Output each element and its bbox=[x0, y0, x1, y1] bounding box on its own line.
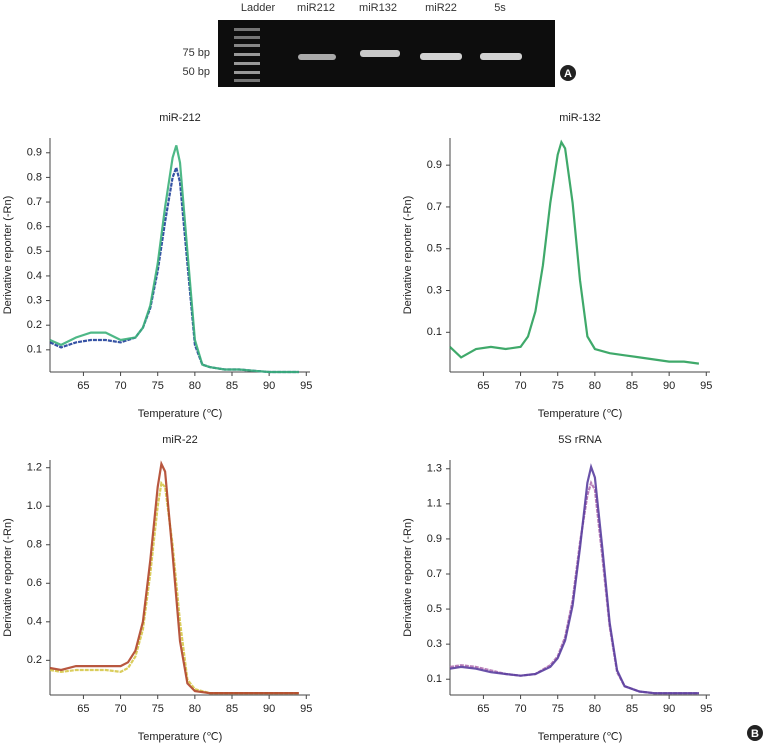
x-tick-label: 65 bbox=[77, 703, 89, 715]
melt-curve bbox=[49, 145, 299, 374]
y-axis-title: Derivative reporter (-Rn) bbox=[2, 196, 14, 315]
y-tick-label: 0.2 bbox=[27, 654, 42, 666]
x-tick-label: 65 bbox=[77, 380, 89, 392]
x-tick-label: 75 bbox=[152, 380, 164, 392]
x-tick-label: 95 bbox=[700, 380, 712, 392]
x-tick-label: 90 bbox=[263, 703, 275, 715]
y-tick-label: 0.8 bbox=[27, 171, 42, 183]
y-tick-label: 0.7 bbox=[427, 201, 442, 213]
x-tick-label: 95 bbox=[700, 703, 712, 715]
marker-label: 75 bp bbox=[182, 47, 210, 59]
x-tick-label: 75 bbox=[552, 380, 564, 392]
x-tick-label: 65 bbox=[477, 380, 489, 392]
x-axis-title: Temperature (℃) bbox=[138, 731, 223, 743]
x-tick-label: 70 bbox=[114, 703, 126, 715]
y-tick-label: 0.5 bbox=[27, 245, 42, 257]
x-tick-label: 70 bbox=[114, 380, 126, 392]
melt-curve bbox=[449, 463, 699, 695]
y-axis-title: Derivative reporter (-Rn) bbox=[402, 196, 414, 315]
marker-label: 50 bp bbox=[182, 66, 210, 78]
y-tick-label: 0.6 bbox=[27, 221, 42, 233]
x-tick-label: 95 bbox=[300, 380, 312, 392]
y-tick-label: 0.9 bbox=[427, 533, 442, 545]
lane-label: 5s bbox=[494, 2, 506, 14]
x-tick-label: 65 bbox=[477, 703, 489, 715]
y-tick-label: 0.7 bbox=[27, 196, 42, 208]
x-tick-label: 95 bbox=[300, 703, 312, 715]
x-tick-label: 70 bbox=[514, 703, 526, 715]
panel-label: A bbox=[564, 68, 572, 80]
x-axis-title: Temperature (℃) bbox=[538, 731, 623, 743]
lane-label: miR132 bbox=[359, 2, 397, 14]
y-tick-label: 0.7 bbox=[427, 568, 442, 580]
x-axis-title: Temperature (℃) bbox=[138, 408, 223, 420]
y-tick-label: 0.8 bbox=[27, 539, 42, 551]
melt-curve bbox=[449, 139, 700, 365]
y-tick-label: 1.0 bbox=[27, 500, 42, 512]
melt-curve bbox=[49, 163, 299, 374]
panel-label: B bbox=[751, 728, 759, 740]
x-tick-label: 85 bbox=[626, 380, 638, 392]
panel-badge bbox=[560, 65, 576, 81]
y-tick-label: 0.5 bbox=[427, 243, 442, 255]
gel-panel: Ladder miR212 miR132 miR22 5s 75 bp 50 b… bbox=[182, 2, 576, 87]
y-tick-label: 0.6 bbox=[27, 577, 42, 589]
panel-badge bbox=[747, 725, 763, 741]
sample-bands bbox=[298, 50, 522, 60]
y-tick-label: 1.1 bbox=[427, 498, 442, 510]
y-tick-label: 0.3 bbox=[427, 638, 442, 650]
y-tick-label: 0.3 bbox=[427, 284, 442, 296]
y-tick-label: 0.9 bbox=[27, 147, 42, 159]
y-tick-label: 0.3 bbox=[27, 294, 42, 306]
chart-title: miR-212 bbox=[159, 112, 201, 124]
lane-label: miR212 bbox=[297, 2, 335, 14]
x-tick-label: 75 bbox=[152, 703, 164, 715]
y-tick-label: 0.1 bbox=[427, 326, 442, 338]
chart-title: miR-132 bbox=[559, 112, 601, 124]
y-tick-label: 0.5 bbox=[427, 603, 442, 615]
x-tick-label: 85 bbox=[226, 380, 238, 392]
x-tick-label: 80 bbox=[189, 380, 201, 392]
x-tick-label: 90 bbox=[663, 380, 675, 392]
y-axis-title: Derivative reporter (-Rn) bbox=[2, 518, 14, 637]
y-tick-label: 0.4 bbox=[27, 270, 42, 282]
y-tick-label: 1.3 bbox=[427, 463, 442, 475]
x-axis-title: Temperature (℃) bbox=[538, 408, 623, 420]
y-axis-title: Derivative reporter (-Rn) bbox=[402, 518, 414, 637]
x-tick-label: 90 bbox=[263, 380, 275, 392]
x-tick-label: 85 bbox=[626, 703, 638, 715]
x-tick-label: 90 bbox=[663, 703, 675, 715]
ladder-bands bbox=[234, 28, 260, 82]
x-tick-label: 75 bbox=[552, 703, 564, 715]
y-tick-label: 0.4 bbox=[27, 616, 42, 628]
chart-title: 5S rRNA bbox=[558, 434, 602, 446]
x-tick-label: 80 bbox=[589, 380, 601, 392]
y-tick-label: 0.1 bbox=[427, 673, 442, 685]
y-tick-label: 0.2 bbox=[27, 319, 42, 331]
y-tick-label: 1.2 bbox=[27, 462, 42, 474]
lane-label: miR22 bbox=[425, 2, 457, 14]
x-tick-label: 70 bbox=[514, 380, 526, 392]
x-tick-label: 80 bbox=[589, 703, 601, 715]
x-tick-label: 80 bbox=[189, 703, 201, 715]
melt-curve bbox=[49, 460, 299, 695]
chart-title: miR-22 bbox=[162, 434, 197, 446]
y-tick-label: 0.1 bbox=[27, 344, 42, 356]
x-tick-label: 85 bbox=[226, 703, 238, 715]
lane-label: Ladder bbox=[241, 2, 276, 14]
y-tick-label: 0.9 bbox=[427, 159, 442, 171]
